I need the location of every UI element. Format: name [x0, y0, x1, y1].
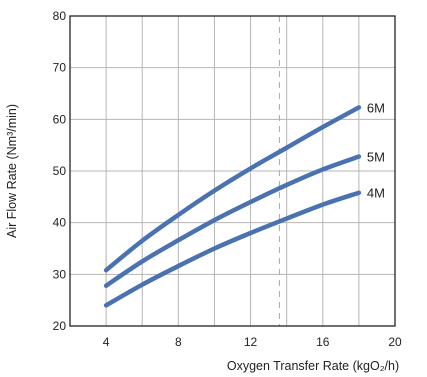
x-tick-label: 16	[316, 335, 330, 349]
series-line-5m	[103, 154, 362, 288]
series-labels: 6M 5M 4M	[367, 100, 385, 200]
x-tick-label: 8	[175, 335, 182, 349]
y-tick-label: 70	[53, 61, 67, 75]
y-tick-label: 30	[53, 267, 67, 281]
y-axis-ticks: 20 30 40 50 60 70 80	[53, 9, 67, 333]
plot-frame	[69, 15, 396, 327]
series-label-6m: 6M	[367, 100, 385, 115]
x-axis-ticks: 4 8 12 16 20	[103, 335, 402, 349]
series-line-4m	[103, 190, 362, 308]
x-tick-label: 20	[388, 335, 402, 349]
series-label-5m: 5M	[367, 150, 385, 165]
series-label-4m: 4M	[367, 186, 385, 201]
y-tick-label: 80	[53, 9, 67, 23]
series-line-6m	[103, 105, 362, 273]
y-axis-label: Air Flow Rate (Nm³/min)	[5, 104, 19, 238]
x-tick-label: 4	[103, 335, 110, 349]
series-lines	[103, 105, 362, 308]
y-tick-label: 60	[53, 112, 67, 126]
x-axis-label: Oxygen Transfer Rate (kgO₂/h)	[227, 359, 399, 373]
y-tick-label: 40	[53, 216, 67, 230]
y-tick-label: 20	[53, 319, 67, 333]
y-tick-label: 50	[53, 164, 67, 178]
x-tick-label: 12	[244, 335, 258, 349]
